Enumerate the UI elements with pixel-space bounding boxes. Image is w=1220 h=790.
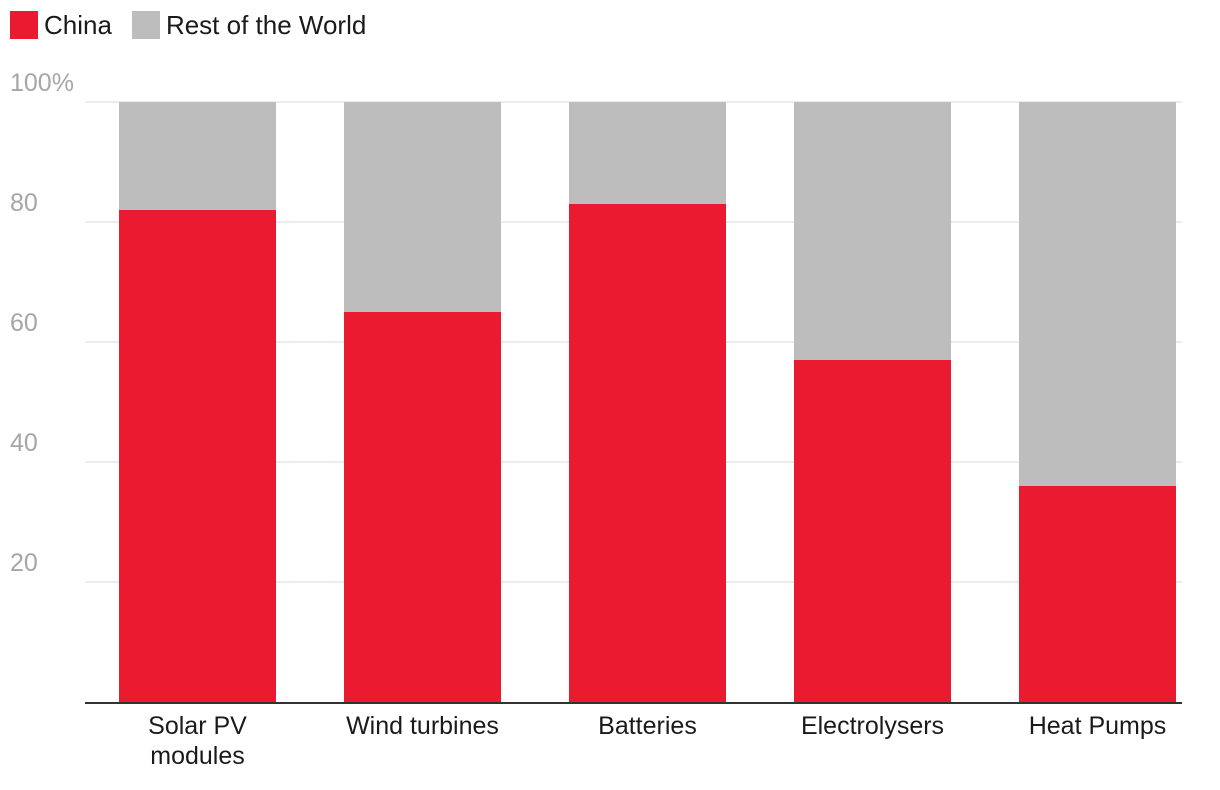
bar-rest-of-the-world-2 — [569, 102, 726, 204]
legend-swatch-rest-of-world — [131, 11, 160, 39]
bar-rest-of-the-world-4 — [1019, 102, 1176, 486]
bar-china-2 — [569, 204, 726, 702]
x-category-label-1: Wind turbines — [346, 712, 499, 740]
legend-item-rest-of-world: Rest of the World — [131, 10, 367, 40]
y-tick-label-80: 80 — [10, 189, 38, 217]
bar-china-0 — [119, 210, 276, 702]
y-tick-label-20: 20 — [10, 549, 38, 577]
x-category-label-3: Electrolysers — [801, 712, 944, 740]
bar-china-1 — [344, 312, 501, 702]
legend-item-china: China — [10, 10, 112, 40]
bar-china-3 — [794, 360, 951, 702]
x-category-label-0: Solar PV modules — [148, 712, 247, 770]
bar-china-4 — [1019, 486, 1176, 702]
bar-rest-of-the-world-1 — [344, 102, 501, 312]
bar-rest-of-the-world-0 — [119, 102, 276, 210]
legend-swatch-china — [10, 11, 38, 39]
legend: China Rest of the World — [10, 10, 386, 40]
y-tick-label-60: 60 — [10, 309, 38, 337]
x-category-label-2: Batteries — [598, 712, 697, 740]
bar-rest-of-the-world-3 — [794, 102, 951, 360]
legend-label-china: China — [44, 10, 112, 40]
legend-label-rest-of-world: Rest of the World — [165, 10, 367, 40]
y-tick-label-100: 100% — [10, 69, 74, 97]
y-tick-label-40: 40 — [10, 429, 38, 457]
x-category-label-4: Heat Pumps — [1029, 712, 1167, 740]
